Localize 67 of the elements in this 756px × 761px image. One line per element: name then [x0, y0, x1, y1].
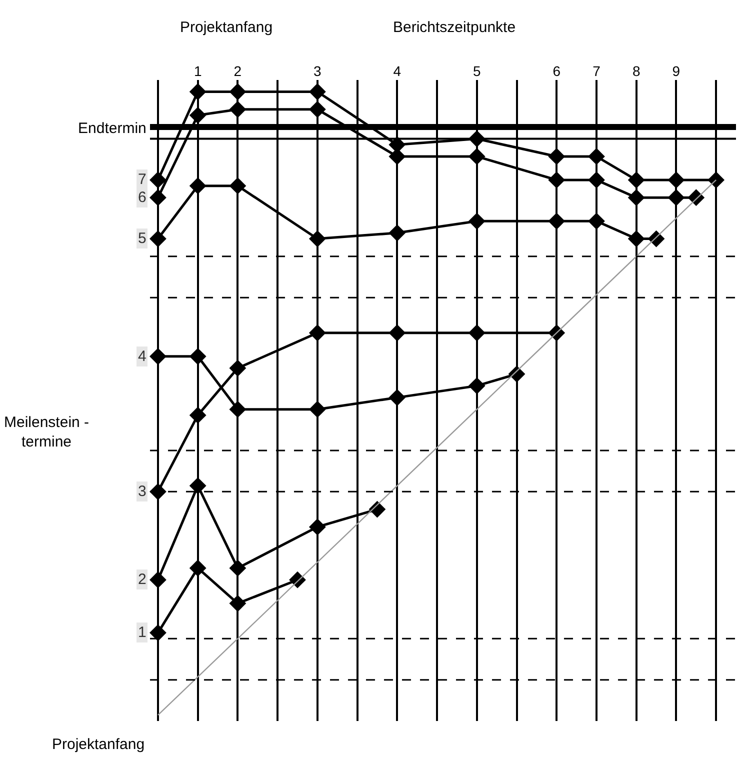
point — [150, 624, 166, 642]
point — [468, 212, 486, 230]
point — [189, 106, 206, 124]
point — [588, 148, 605, 165]
point — [628, 189, 645, 206]
point — [150, 189, 166, 206]
point — [708, 172, 725, 188]
point — [628, 230, 645, 248]
point — [468, 324, 486, 342]
text: Projektanfang — [180, 19, 273, 36]
point — [668, 172, 685, 188]
point — [150, 230, 166, 248]
x-tick-label: 3 — [314, 63, 322, 80]
x-tick-label: 6 — [552, 63, 561, 80]
text: Berichtszeitpunkte — [393, 19, 516, 36]
point — [548, 212, 566, 230]
point — [388, 224, 406, 242]
point — [308, 400, 326, 418]
point — [308, 324, 326, 342]
series-label: 5 — [138, 230, 146, 247]
point — [628, 172, 645, 188]
point — [189, 477, 206, 494]
ref-line-label: Endtermin — [78, 120, 146, 137]
series-label: 4 — [138, 348, 146, 365]
point — [308, 100, 326, 118]
x-tick-label: 2 — [234, 63, 242, 80]
point — [229, 83, 246, 100]
x-tick-label: 4 — [393, 63, 402, 80]
series-label: 7 — [138, 171, 146, 188]
point — [150, 172, 166, 188]
point — [588, 212, 605, 230]
point — [388, 324, 406, 342]
point — [229, 594, 246, 612]
point — [468, 148, 486, 165]
point — [189, 348, 206, 365]
point — [150, 571, 166, 588]
series-label: 2 — [138, 571, 146, 588]
series-label: 6 — [138, 189, 146, 206]
point — [189, 560, 206, 577]
point — [189, 83, 206, 100]
point — [548, 148, 566, 165]
point — [468, 377, 486, 394]
series-label: 1 — [138, 624, 146, 641]
point — [308, 230, 326, 248]
series-label: 3 — [138, 483, 146, 500]
point — [229, 560, 246, 577]
point — [229, 177, 246, 194]
x-tick-label: 7 — [592, 63, 601, 80]
point — [229, 360, 246, 377]
point — [150, 483, 166, 500]
x-tick-label: 8 — [632, 63, 640, 80]
point — [588, 172, 605, 188]
x-tick-label: 5 — [472, 63, 481, 80]
point — [189, 406, 206, 424]
x-tick-label: 9 — [672, 63, 680, 80]
point — [229, 100, 246, 118]
point — [388, 389, 406, 406]
point — [548, 172, 566, 188]
point — [668, 189, 685, 206]
point — [229, 400, 246, 418]
x-tick-label: 1 — [194, 63, 202, 80]
text: Meilenstein - termine — [4, 414, 90, 450]
point — [150, 348, 166, 365]
text: Projektanfang — [52, 736, 145, 753]
point — [189, 177, 206, 194]
point — [308, 83, 326, 100]
point — [308, 518, 326, 536]
